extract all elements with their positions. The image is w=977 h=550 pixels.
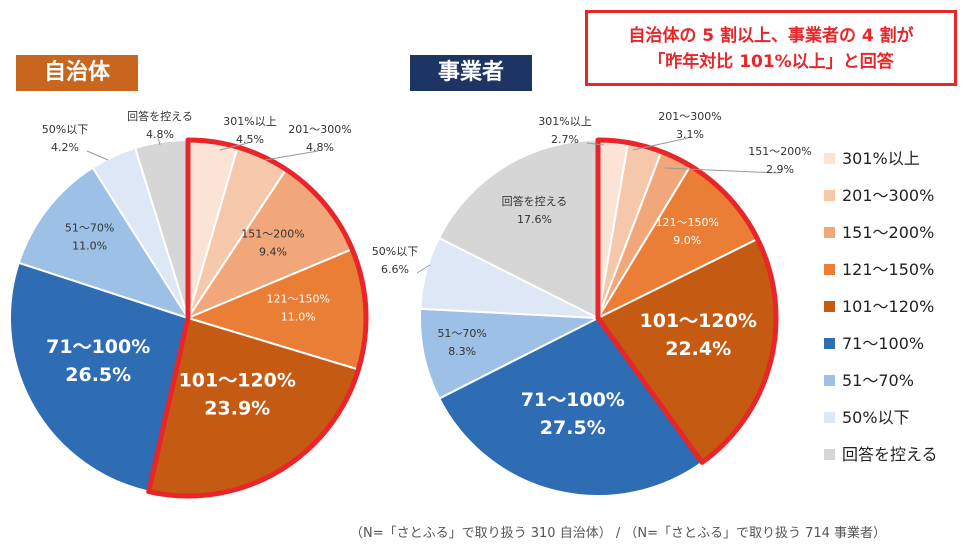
legend-label: 51〜70% (842, 371, 914, 390)
pie-label-name-0-8: 回答を控える (127, 109, 193, 123)
pie-label-value-1-4: 22.4% (665, 338, 731, 360)
pie-title-municipalities: 自治体 (16, 55, 138, 91)
pie-leader-0-7 (86, 150, 109, 161)
pie-label-name-1-3: 121〜150% (655, 216, 718, 229)
pie-slice-1-5 (437, 316, 704, 497)
pie-label-value-1-3: 9.0% (673, 234, 701, 247)
pie-label-name-1-4: 101〜120% (640, 310, 757, 332)
callout-line-2: 「昨年対比 101%以上」と回答 (648, 52, 894, 72)
pie-label-name-1-5: 71〜100% (521, 389, 625, 411)
legend-swatch (824, 449, 835, 460)
pie-label-value-1-2: 2.9% (766, 163, 794, 176)
legend-label: 301%以上 (842, 149, 920, 168)
legend-swatch (824, 153, 835, 164)
pie-label-value-0-0: 4.5% (236, 133, 264, 146)
pie-slice-0-6 (17, 166, 191, 320)
pie-label-value-1-6: 8.3% (448, 345, 476, 358)
pie-label-value-0-3: 11.0% (281, 310, 316, 323)
pie-label-value-1-8: 17.6% (517, 213, 552, 226)
pie-label-name-0-7: 50%以下 (42, 123, 88, 136)
pie-label-name-1-8: 回答を控える (502, 194, 568, 208)
legend-swatch (824, 375, 835, 386)
legend-label: 151〜200% (842, 223, 935, 242)
pie-leader-1-0 (586, 142, 605, 146)
pie-label-value-1-1: 3.1% (676, 128, 704, 141)
legend-label: 201〜300% (842, 186, 935, 205)
pie-label-name-0-4: 101〜120% (179, 370, 296, 392)
pie-label-name-0-0: 301%以上 (223, 115, 276, 128)
pie-label-name-0-5: 71〜100% (46, 336, 150, 358)
pie-label-name-1-1: 201〜300% (658, 110, 721, 123)
legend-label: 回答を控える (842, 445, 938, 464)
pie-leader-0-0 (219, 142, 249, 151)
pie-label-name-0-3: 121〜150% (266, 292, 329, 305)
pie-highlight-1 (595, 137, 779, 465)
legend-swatch (824, 264, 835, 275)
pie-leader-0-1 (264, 150, 319, 161)
pie-slice-1-6 (419, 307, 602, 400)
legend-swatch (824, 338, 835, 349)
pie-label-value-1-7: 6.6% (381, 263, 409, 276)
pie-label-value-0-2: 9.4% (259, 246, 287, 259)
pie-leader-1-7 (416, 264, 431, 274)
legend-swatch (824, 190, 835, 201)
pie-label-value-0-8: 4.8% (146, 128, 174, 141)
pie-leader-1-1 (632, 137, 689, 151)
pie-label-value-0-4: 23.9% (204, 398, 270, 420)
legend-label: 71〜100% (842, 334, 925, 353)
callout-line-1: 自治体の 5 割以上、事業者の 4 割が (628, 26, 914, 46)
pie-label-name-1-6: 51〜70% (437, 327, 486, 340)
legend-label: 121〜150% (842, 260, 935, 279)
pie-label-value-1-0: 2.7% (551, 133, 579, 146)
footnote: （N=「さとふる」で取り扱う 310 自治体） / （N=「さとふる」で取り扱う… (350, 526, 887, 541)
pie-label-name-0-1: 201〜300% (288, 123, 351, 136)
pie-label-value-0-7: 4.2% (51, 141, 79, 154)
pie-leader-1-2 (664, 167, 779, 174)
pie-highlight-0 (146, 137, 369, 499)
pie-slice-0-5 (9, 261, 190, 493)
pie-label-name-0-6: 51〜70% (65, 222, 114, 235)
pie-label-value-1-5: 27.5% (540, 417, 606, 439)
pie-label-name-1-0: 301%以上 (538, 115, 591, 128)
legend-swatch (824, 301, 835, 312)
legend-swatch (824, 227, 835, 238)
pie-label-name-0-2: 151〜200% (241, 228, 304, 241)
legend-label: 101〜120% (842, 297, 935, 316)
pie-label-name-1-7: 50%以下 (372, 245, 418, 258)
pie-leader-0-8 (157, 137, 161, 146)
legend-label: 50%以下 (842, 408, 910, 427)
pie-label-value-0-5: 26.5% (65, 364, 131, 386)
pie-label-value-0-1: 4.8% (306, 141, 334, 154)
legend-swatch (824, 412, 835, 423)
pie-slice-1-8 (437, 138, 599, 320)
pie-title-businesses: 事業者 (410, 55, 532, 91)
pie-label-value-0-6: 11.0% (72, 240, 107, 253)
pie-label-name-1-2: 151〜200% (748, 145, 811, 158)
callout-box: 自治体の 5 割以上、事業者の 4 割が 「昨年対比 101%以上」と回答 (585, 10, 957, 86)
